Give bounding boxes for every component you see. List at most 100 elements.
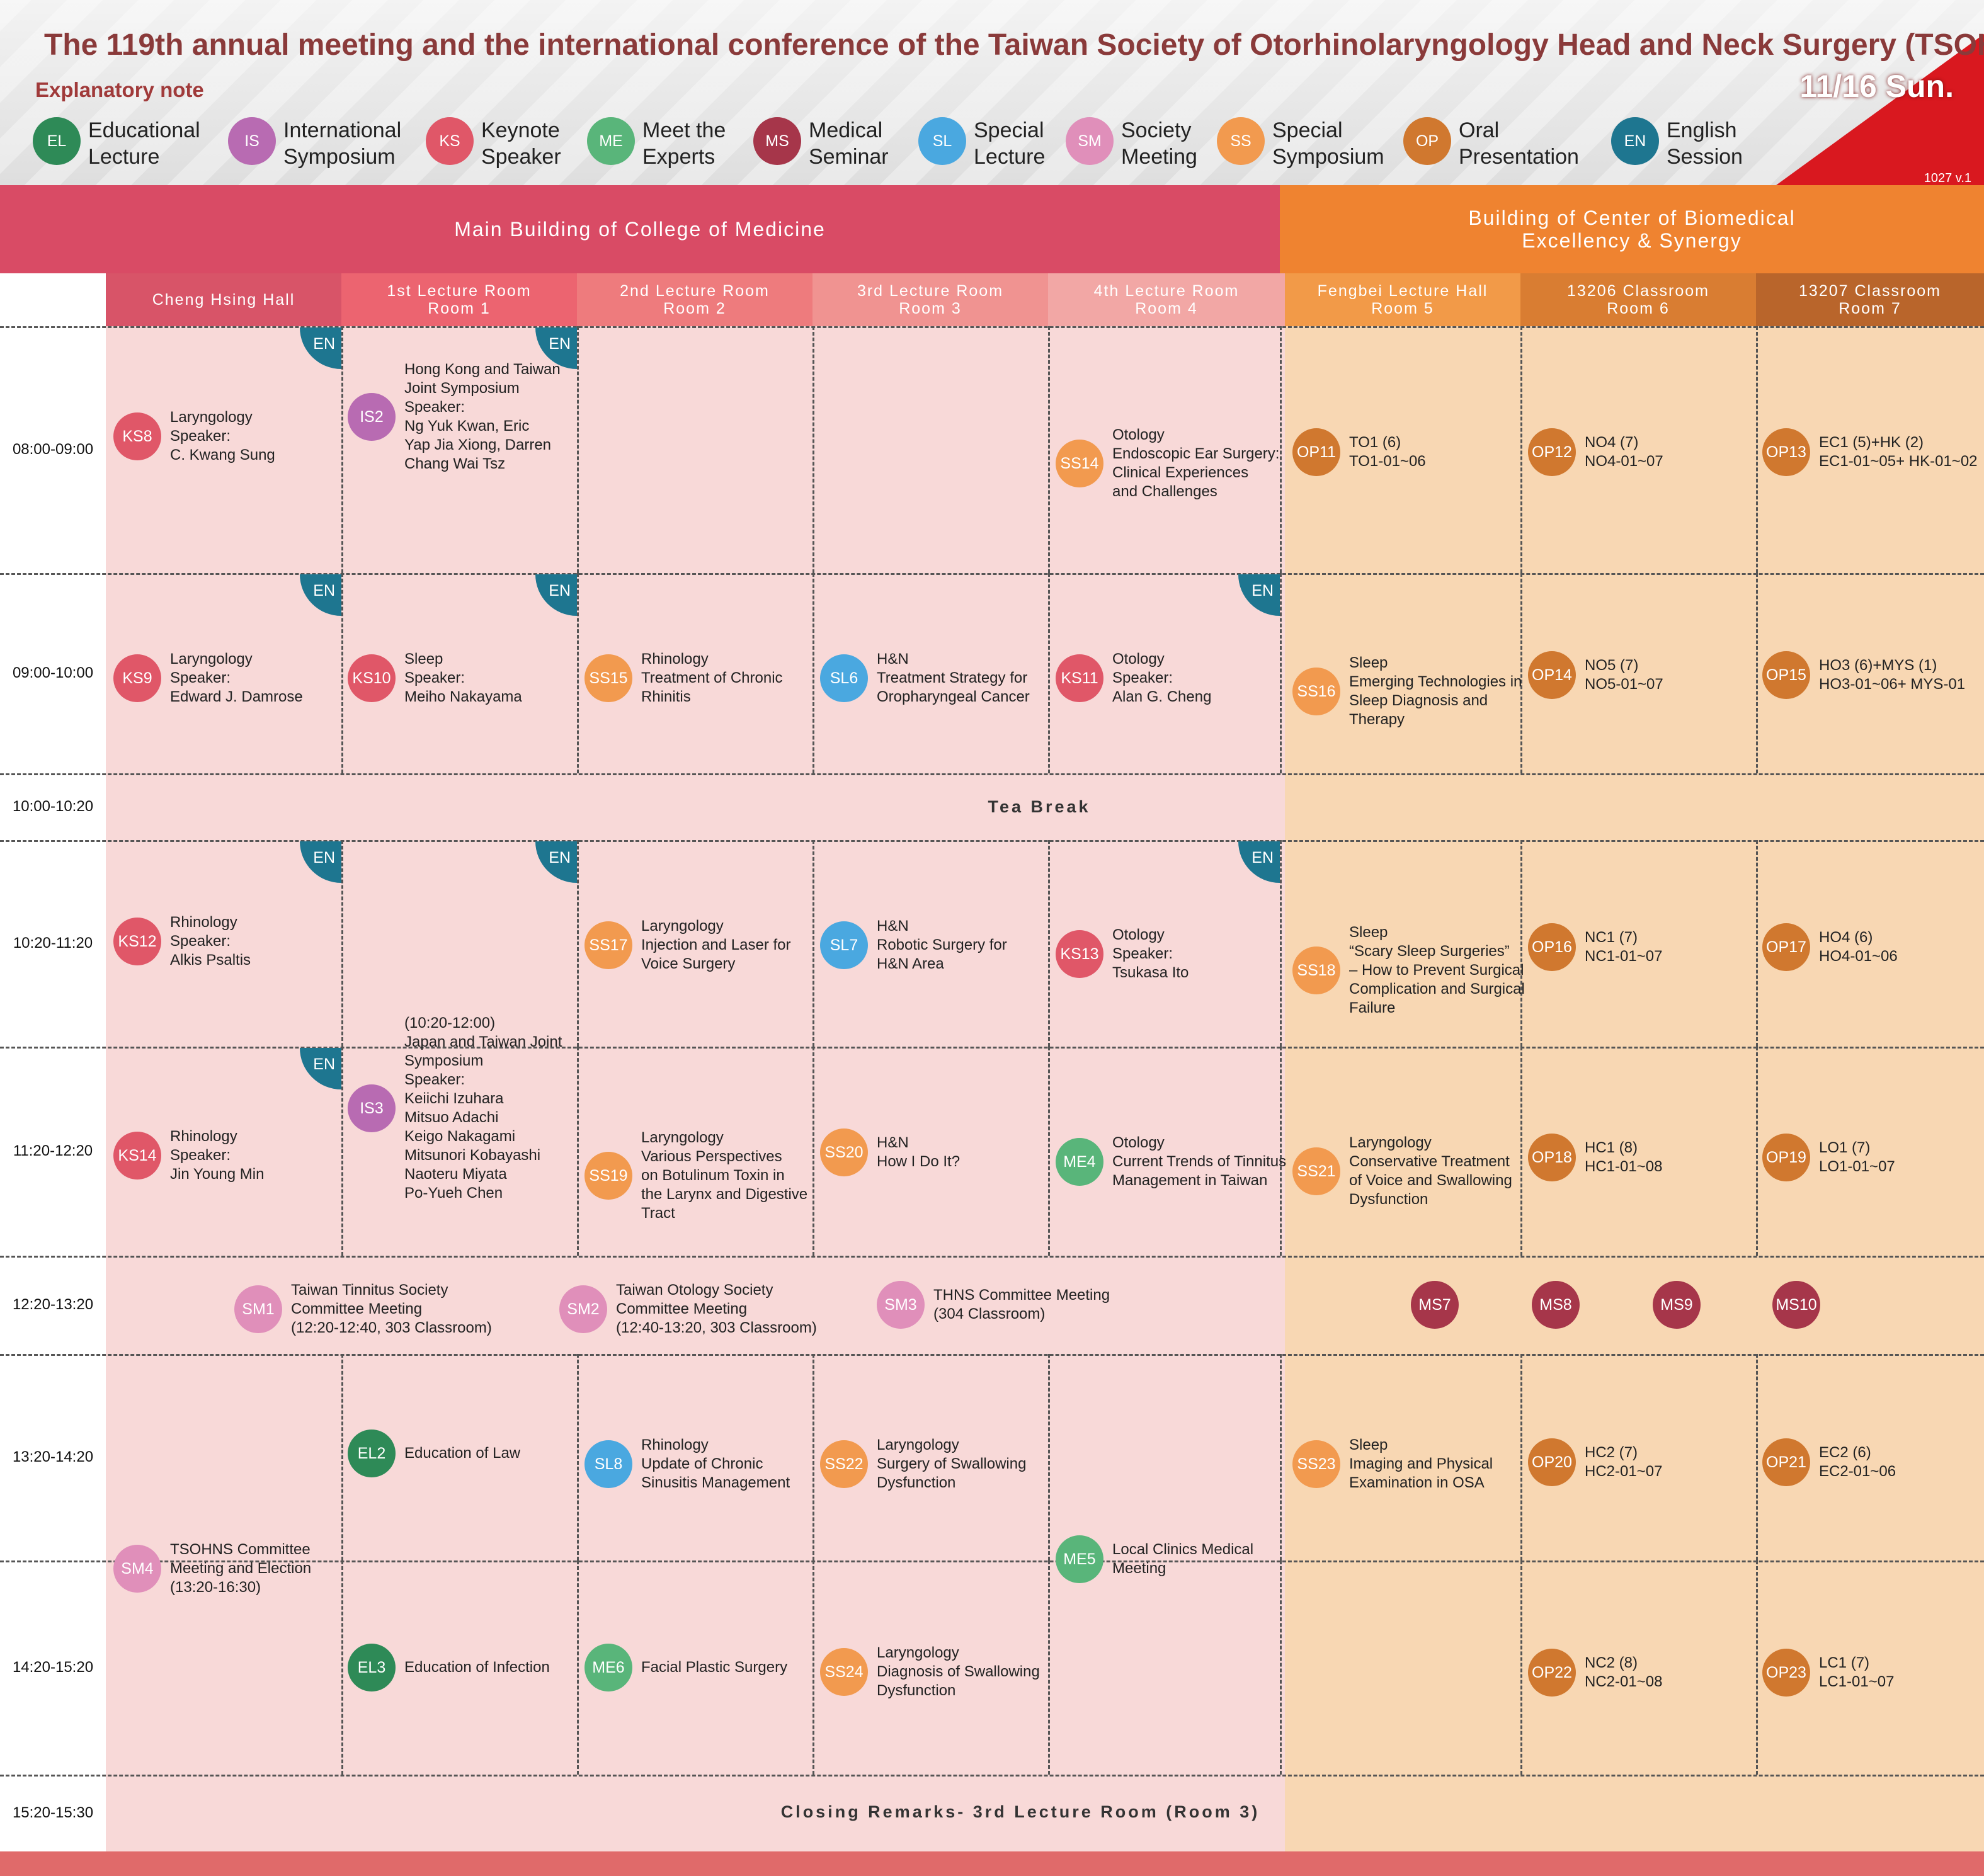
column-divider [577, 1354, 579, 1560]
session-sl7[interactable]: SL7 H&N Robotic Surgery for H&N Area [820, 917, 1007, 974]
session-ks14[interactable]: KS14 Rhinology Speaker: Jin Young Min [113, 1127, 264, 1184]
session-sm3[interactable]: SM3 THNS Committee Meeting (304 Classroom… [877, 1281, 1110, 1329]
session-op11[interactable]: OP11 TO1 (6) TO1-01~06 [1292, 428, 1426, 476]
session-description: Local Clinics Medical Meeting [1112, 1541, 1254, 1577]
session-op20[interactable]: OP20 HC2 (7) HC2-01~07 [1528, 1438, 1662, 1486]
column-bg [1285, 326, 1520, 1851]
session-is3[interactable]: IS3 (10:20-12:00) Japan and Taiwan Joint … [348, 1014, 562, 1203]
session-op23[interactable]: OP23 LC1 (7) LC1-01~07 [1762, 1649, 1894, 1697]
legend-label: Oral Presentation [1459, 118, 1579, 169]
legend-label: Special Lecture [974, 118, 1046, 169]
session-ks10[interactable]: KS10 Sleep Speaker: Meiho Nakayama [348, 650, 522, 707]
session-badge: OP12 [1528, 428, 1576, 476]
session-me4[interactable]: ME4 Otology Current Trends of Tinnitus Ma… [1056, 1134, 1286, 1190]
legend-badge: MS [753, 117, 801, 165]
session-ss14[interactable]: SS14 Otology Endoscopic Ear Surgery: Clin… [1056, 426, 1279, 501]
session-ss17[interactable]: SS17 Laryngology Injection and Laser for … [584, 917, 790, 974]
english-session-tab: EN [1238, 574, 1280, 616]
session-op21[interactable]: OP21 EC2 (6) EC2-01~06 [1762, 1438, 1896, 1486]
column-divider [1520, 326, 1522, 573]
session-ms10[interactable]: MS10 [1772, 1281, 1820, 1329]
session-ss18[interactable]: SS18 Sleep “Scary Sleep Surgeries” – How … [1292, 923, 1525, 1018]
session-op17[interactable]: OP17 HO4 (6) HO4-01~06 [1762, 923, 1898, 971]
time-slot: 10:20-11:20 [13, 935, 93, 952]
column-divider [1756, 840, 1758, 1047]
session-description: Rhinology Speaker: Jin Young Min [170, 1128, 265, 1183]
column-divider [812, 326, 814, 573]
session-is2[interactable]: IS2 Hong Kong and Taiwan Joint Symposium … [348, 360, 561, 474]
session-description: Education of Law [404, 1445, 521, 1462]
column-divider [812, 573, 814, 773]
session-ks9[interactable]: KS9 Laryngology Speaker: Edward J. Damros… [113, 650, 303, 707]
row-divider [0, 1047, 1984, 1049]
session-ss20[interactable]: SS20 H&N How I Do It? [820, 1128, 960, 1176]
column-divider [1048, 573, 1050, 773]
column-divider [1048, 840, 1050, 1047]
session-ss19[interactable]: SS19 Laryngology Various Perspectives on … [584, 1128, 807, 1223]
column-divider [1048, 1047, 1050, 1256]
session-el3[interactable]: EL3 Education of Infection [348, 1644, 550, 1691]
session-op16[interactable]: OP16 NC1 (7) NC1-01~07 [1528, 923, 1662, 971]
building-biomedical: Building of Center of Biomedical Excelle… [1280, 185, 1984, 273]
session-op14[interactable]: OP14 NO5 (7) NO5-01~07 [1528, 651, 1663, 699]
session-sm1[interactable]: SM1 Taiwan Tinnitus Society Committee Mee… [234, 1281, 492, 1338]
legend-label: Society Meeting [1121, 118, 1197, 169]
session-description: Laryngology Speaker: C. Kwang Sung [170, 409, 275, 463]
session-sl6[interactable]: SL6 H&N Treatment Strategy for Oropharyng… [820, 650, 1030, 707]
column-bg [1756, 326, 1984, 1851]
session-ks11[interactable]: KS11 Otology Speaker: Alan G. Cheng [1056, 650, 1211, 707]
column-divider [341, 326, 343, 573]
session-badge: SL7 [820, 921, 868, 969]
session-ms9[interactable]: MS9 [1653, 1281, 1701, 1329]
session-op15[interactable]: OP15 HO3 (6)+MYS (1) HO3-01~06+ MYS-01 [1762, 651, 1965, 699]
session-me6[interactable]: ME6 Facial Plastic Surgery [584, 1644, 787, 1691]
corner-accent [1776, 34, 1984, 185]
session-ss23[interactable]: SS23 Sleep Imaging and Physical Examinati… [1292, 1436, 1493, 1492]
session-ks12[interactable]: KS12 Rhinology Speaker: Alkis Psaltis [113, 913, 251, 970]
legend-badge: KS [426, 117, 474, 165]
session-badge: SS22 [820, 1440, 868, 1488]
session-badge: EL2 [348, 1430, 396, 1477]
session-description: TSOHNS Committee Meeting and Election (1… [170, 1541, 312, 1596]
session-ss24[interactable]: SS24 Laryngology Diagnosis of Swallowing … [820, 1644, 1040, 1700]
session-badge: OP20 [1528, 1438, 1576, 1486]
session-ss15[interactable]: SS15 Rhinology Treatment of Chronic Rhini… [584, 650, 783, 707]
session-op22[interactable]: OP22 NC2 (8) NC2-01~08 [1528, 1649, 1662, 1697]
session-op18[interactable]: OP18 HC1 (8) HC1-01~08 [1528, 1134, 1662, 1181]
session-sm4[interactable]: SM4 TSOHNS Committee Meeting and Election… [113, 1540, 311, 1597]
session-badge: OP17 [1762, 923, 1810, 971]
session-op13[interactable]: OP13 EC1 (5)+HK (2) EC1-01~05+ HK-01~02 [1762, 428, 1978, 476]
session-ms8[interactable]: MS8 [1532, 1281, 1580, 1329]
session-ms7[interactable]: MS7 [1411, 1281, 1459, 1329]
session-badge: OP16 [1528, 923, 1576, 971]
legend-badge: EL [33, 117, 81, 165]
session-ss22[interactable]: SS22 Laryngology Surgery of Swallowing Dy… [820, 1436, 1026, 1492]
session-el2[interactable]: EL2 Education of Law [348, 1430, 520, 1477]
session-ss16[interactable]: SS16 Sleep Emerging Technologies in Sleep… [1292, 654, 1522, 729]
session-badge: MS10 [1772, 1281, 1820, 1329]
legend-label: English Session [1667, 118, 1743, 169]
session-sm2[interactable]: SM2 Taiwan Otology Society Committee Meet… [559, 1281, 817, 1338]
session-op19[interactable]: OP19 LO1 (7) LO1-01~07 [1762, 1134, 1895, 1181]
session-badge: OP21 [1762, 1438, 1810, 1486]
session-description: (10:20-12:00) Japan and Taiwan Joint Sym… [404, 1015, 562, 1202]
column-divider [1048, 326, 1050, 573]
session-ks13[interactable]: KS13 Otology Speaker: Tsukasa Ito [1056, 926, 1189, 982]
session-badge: SM3 [877, 1281, 925, 1329]
session-op12[interactable]: OP12 NO4 (7) NO4-01~07 [1528, 428, 1663, 476]
legend-label: Meet the Experts [642, 118, 726, 169]
session-description: EC2 (6) EC2-01~06 [1819, 1444, 1896, 1480]
session-description: EC1 (5)+HK (2) EC1-01~05+ HK-01~02 [1819, 434, 1978, 470]
session-ks8[interactable]: KS8 Laryngology Speaker: C. Kwang Sung [113, 408, 275, 465]
column-divider [341, 1560, 343, 1775]
session-sl8[interactable]: SL8 Rhinology Update of Chronic Sinusitis… [584, 1436, 790, 1492]
column-divider [1520, 1560, 1522, 1775]
session-description: HC1 (8) HC1-01~08 [1585, 1139, 1663, 1175]
column-divider [1280, 1560, 1282, 1775]
column-divider [1048, 1560, 1050, 1775]
session-me5[interactable]: ME5 Local Clinics Medical Meeting [1056, 1535, 1253, 1583]
session-ss21[interactable]: SS21 Laryngology Conservative Treatment o… [1292, 1134, 1512, 1209]
column-divider [577, 840, 579, 1047]
header: The 119th annual meeting and the interna… [0, 0, 1984, 185]
tea-break-label: Tea Break [988, 797, 1091, 816]
